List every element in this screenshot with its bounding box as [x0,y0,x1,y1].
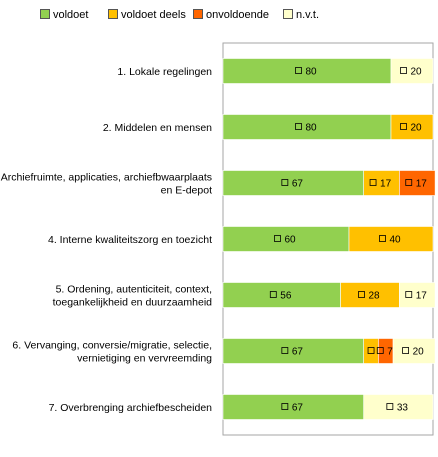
bar-segment-n-v-t- [390,58,434,84]
data-label: 67 [292,403,304,414]
category-label: 1. Lokale regelingen [117,66,212,78]
data-label: 56 [280,291,292,302]
legend-item-onvoldoende: onvoldoende [193,9,269,21]
legend-swatch [193,9,203,19]
data-label: 80 [306,123,318,134]
data-label-marker [358,291,365,298]
legend-item-n-v-t-: n.v.t. [283,9,319,21]
data-label: 40 [390,235,402,246]
data-label: 20 [411,123,423,134]
category-label: en E-depot [161,185,212,197]
data-label-marker [369,179,377,186]
legend-swatch [40,9,50,19]
category-label: 7. Overbrenging archiefbescheiden [49,402,213,414]
bar-segment-voldoet-deels [348,226,434,252]
bar-segment-voldoet-deels [340,282,400,308]
bar-segment-voldoet [222,338,364,364]
bar-segment-voldoet [222,394,364,420]
bar-segment-voldoet [222,58,392,84]
data-label: 20 [411,67,423,78]
data-label: 60 [285,235,297,246]
legend-label: voldoet deels [121,9,186,21]
legend-label: voldoet [53,9,89,21]
data-label-marker [402,347,410,354]
bar-segment-n-v-t- [392,338,436,364]
bar-segment-voldoet-deels [363,338,379,364]
legend-swatch [283,9,293,19]
data-label-marker [400,67,407,74]
category-label: 5. Ordening, autenticiteit, context, [56,284,212,296]
data-label-marker [281,347,289,354]
data-label-marker [274,235,281,242]
data-label: 17 [380,179,392,190]
data-label-marker [281,403,289,410]
legend-swatch [108,9,118,19]
category-label: vernietiging en vervreemding [77,353,212,365]
category-label: 2. Middelen en mensen [103,122,212,134]
category-label: Archiefruimte, applicaties, archiefbwaar… [1,172,212,184]
data-label: 17 [416,291,428,302]
bar-segment-voldoet [222,114,392,140]
data-label-marker [386,403,394,410]
data-label: 20 [413,347,425,358]
bar-segment-voldoet [222,282,341,308]
data-label-marker [379,235,386,242]
category-label: toegankelijkheid en duurzaamheid [53,297,213,309]
data-label-marker [400,123,407,130]
category-label: 4. Interne kwaliteitszorg en toezicht [48,234,212,246]
data-label-marker [405,179,413,186]
data-label-marker [295,123,302,130]
data-label: 7 [387,347,393,358]
legend-label: n.v.t. [296,9,320,21]
legend-label: onvoldoende [206,9,270,21]
bar-segment-n-v-t- [363,394,434,420]
data-label-marker [295,67,302,74]
data-label: 67 [292,179,304,190]
data-label-marker [376,347,384,354]
data-label: 17 [416,179,428,190]
bar-segment-voldoet-deels [390,114,434,140]
data-label: 67 [292,347,304,358]
chart-legend: voldoet voldoet deels onvoldoende n.v.t. [0,9,438,25]
legend-item-voldoet-deels: voldoet deels [108,9,186,21]
data-label-marker [281,179,289,186]
legend-item-voldoet: voldoet [40,9,88,21]
bar-segment-voldoet [222,226,350,252]
category-label: 6. Vervanging, conversie/migratie, selec… [12,340,212,352]
bar-segment-n-v-t- [399,282,436,308]
data-label-marker [405,291,413,298]
data-label-marker [367,347,375,354]
data-label: 28 [369,291,381,302]
data-label-marker [269,291,277,298]
bar-segment-voldoet [222,170,364,196]
data-label: 33 [397,403,409,414]
data-label: 80 [306,67,318,78]
